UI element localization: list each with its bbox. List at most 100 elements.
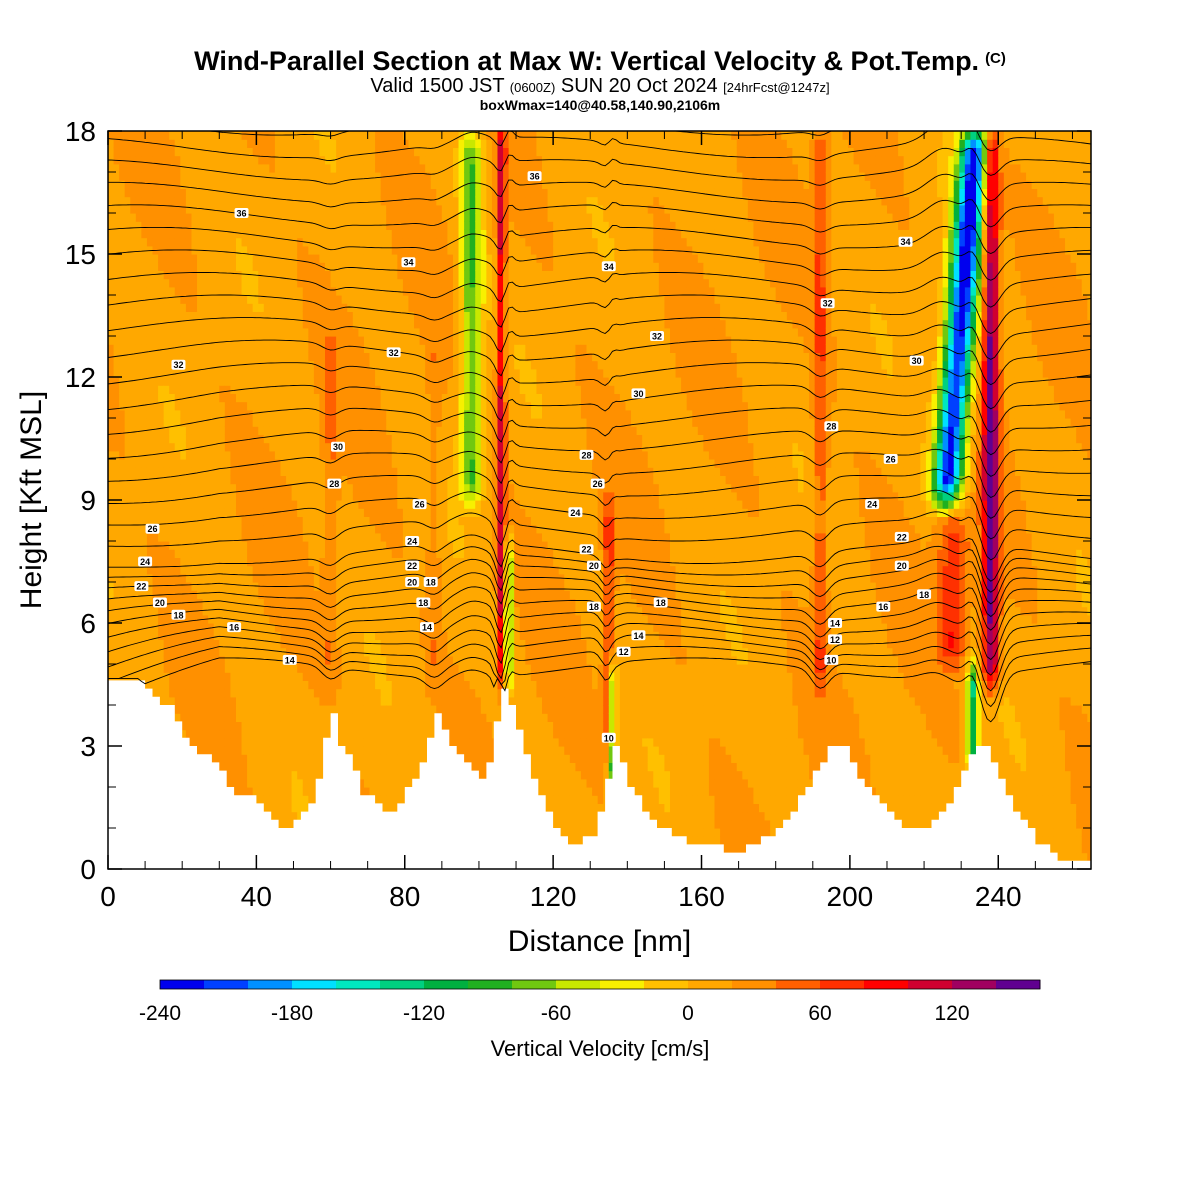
velocity-cell <box>119 360 126 370</box>
velocity-cell <box>297 286 304 296</box>
velocity-cell <box>319 327 326 337</box>
velocity-cell <box>408 778 415 788</box>
velocity-cell <box>252 163 259 173</box>
velocity-cell <box>113 500 120 509</box>
velocity-cell <box>325 664 332 673</box>
velocity-cell <box>302 139 309 148</box>
velocity-cell <box>347 295 354 304</box>
velocity-cell <box>369 377 376 386</box>
velocity-cell <box>108 606 115 616</box>
velocity-cell <box>302 213 309 222</box>
velocity-cell <box>313 491 321 501</box>
velocity-cell <box>319 270 326 280</box>
velocity-cell <box>302 696 309 706</box>
velocity-cell <box>130 418 137 427</box>
velocity-cell <box>208 204 215 214</box>
velocity-cell <box>325 450 332 460</box>
velocity-cell <box>174 582 181 591</box>
velocity-cell <box>386 787 393 796</box>
velocity-cell <box>380 172 387 181</box>
velocity-cell <box>308 680 315 690</box>
velocity-cell <box>202 746 209 755</box>
velocity-cell <box>269 393 276 403</box>
velocity-cell <box>397 770 404 780</box>
velocity-cell <box>297 573 304 583</box>
velocity-cell <box>302 393 309 403</box>
velocity-cell <box>280 418 287 427</box>
velocity-cell <box>224 590 232 599</box>
velocity-cell <box>213 631 220 640</box>
velocity-cell <box>352 418 359 427</box>
velocity-cell <box>124 459 131 468</box>
velocity-cell <box>124 139 131 148</box>
velocity-cell <box>258 213 265 222</box>
velocity-cell <box>358 737 365 747</box>
velocity-cell <box>191 286 198 296</box>
velocity-cell <box>224 450 232 460</box>
velocity-cell <box>402 319 410 329</box>
velocity-cell <box>247 524 254 534</box>
velocity-cell <box>352 565 359 575</box>
velocity-cell <box>352 155 359 165</box>
velocity-cell <box>397 245 404 255</box>
velocity-cell <box>163 647 170 657</box>
velocity-cell <box>258 647 265 657</box>
velocity-cell <box>241 254 248 263</box>
velocity-cell <box>308 524 315 534</box>
velocity-cell <box>330 163 337 173</box>
velocity-cell <box>158 131 165 140</box>
velocity-cell <box>146 311 154 321</box>
velocity-cell <box>258 295 265 304</box>
velocity-cell <box>247 614 254 624</box>
velocity-cell <box>213 467 220 476</box>
velocity-cell <box>185 295 193 304</box>
velocity-cell <box>191 508 198 517</box>
velocity-cell <box>397 721 404 731</box>
velocity-cell <box>397 221 404 230</box>
velocity-cell <box>408 237 415 247</box>
velocity-cell <box>119 614 126 624</box>
velocity-cell <box>391 426 398 435</box>
velocity-cell <box>163 303 170 312</box>
velocity-cell <box>313 262 321 271</box>
velocity-cell <box>252 385 259 394</box>
velocity-cell <box>352 319 359 329</box>
velocity-cell <box>191 180 198 189</box>
velocity-cell <box>135 393 142 403</box>
velocity-cell <box>152 688 159 698</box>
velocity-cell <box>341 204 348 214</box>
velocity-cell <box>197 352 204 362</box>
velocity-cell <box>191 442 198 452</box>
velocity-cell <box>291 188 298 198</box>
velocity-cell <box>146 237 154 247</box>
velocity-cell <box>319 213 326 222</box>
velocity-cell <box>302 688 309 698</box>
velocity-cell <box>408 270 415 280</box>
velocity-cell <box>163 131 170 140</box>
velocity-cell <box>258 196 265 206</box>
velocity-cell <box>247 204 254 214</box>
velocity-cell <box>180 311 187 321</box>
velocity-cell <box>124 311 131 321</box>
velocity-cell <box>141 623 148 632</box>
velocity-cell <box>402 614 410 624</box>
velocity-cell <box>108 614 115 624</box>
velocity-cell <box>391 467 398 476</box>
velocity-cell <box>197 664 204 673</box>
velocity-cell <box>308 623 315 632</box>
velocity-cell <box>247 606 254 616</box>
velocity-cell <box>230 549 237 558</box>
velocity-cell <box>358 409 365 419</box>
velocity-cell <box>119 442 126 452</box>
velocity-cell <box>174 631 181 640</box>
velocity-cell <box>274 705 282 714</box>
velocity-cell <box>252 475 259 485</box>
velocity-cell <box>191 664 198 673</box>
velocity-cell <box>252 729 259 739</box>
velocity-cell <box>241 442 248 452</box>
velocity-cell <box>352 541 359 550</box>
velocity-cell <box>174 213 181 222</box>
velocity-cell <box>375 475 382 485</box>
velocity-cell <box>391 623 398 632</box>
velocity-cell <box>402 746 410 755</box>
